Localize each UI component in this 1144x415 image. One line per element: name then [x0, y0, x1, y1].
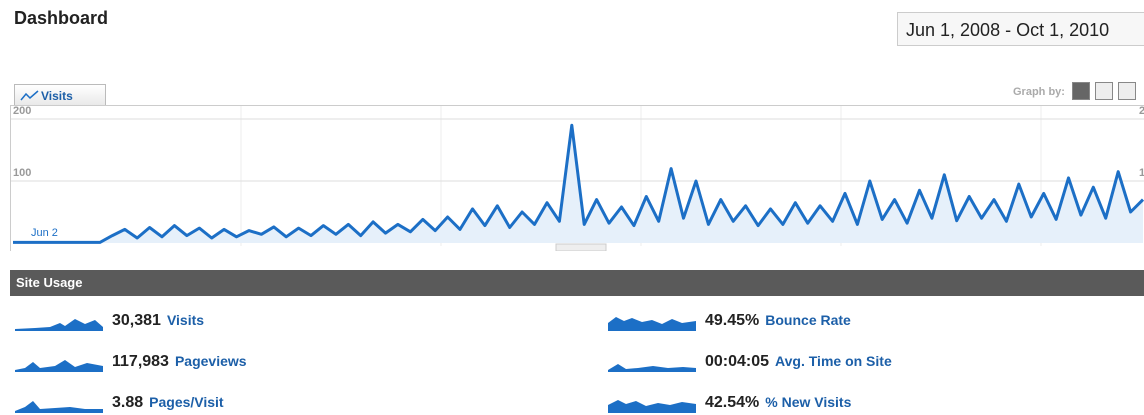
metric: 3.88 Pages/Visit [112, 394, 224, 412]
line [13, 123, 1144, 244]
sparkline [608, 364, 696, 372]
date-range-picker[interactable]: Jun 1, 2008 - Oct 1, 2010 [897, 12, 1144, 46]
y-tick-label-right: 100 [1139, 167, 1144, 179]
sparkline-shape [608, 364, 696, 372]
metric-label[interactable]: Avg. Time on Site [775, 353, 892, 369]
metric-value: 42.54% [705, 394, 760, 411]
metric-label[interactable]: Pageviews [174, 353, 247, 369]
metric: 49.45% Bounce Rate [705, 312, 851, 330]
sparkline [15, 319, 103, 331]
metric-value: 49.45% [705, 312, 760, 329]
y-tick-label: 100 [13, 167, 31, 179]
sparkline-shape [608, 400, 696, 413]
sparkline [15, 360, 103, 372]
collapse-handle [555, 243, 607, 252]
sparkline-shape [15, 401, 103, 413]
metric-label[interactable]: Visits [166, 312, 205, 328]
metric-tab[interactable]: Visits [14, 84, 106, 106]
y-tick-label-right: 200 [1139, 106, 1144, 117]
metric-label[interactable]: % New Visits [765, 394, 852, 410]
metric: 00:04:05 Avg. Time on Site [705, 353, 892, 371]
metric: 117,983 Pageviews [112, 353, 247, 371]
page-title: Dashboard [14, 8, 109, 28]
metric-label[interactable]: Pages/Visit [149, 394, 224, 410]
chart-area: 100 100 200 200 Jun 2 [10, 105, 1144, 252]
sparkline [608, 317, 696, 331]
visits-chart: 100 100 200 200 Jun 2 [11, 105, 1144, 252]
metric-label[interactable]: Bounce Rate [765, 312, 851, 328]
sparkline-shape [608, 317, 696, 331]
metric-value: 117,983 [112, 353, 169, 370]
tab-icon [20, 90, 39, 101]
metric-value: 3.88 [112, 394, 144, 411]
graph-by-week[interactable] [1095, 82, 1113, 100]
sparkline [608, 400, 696, 413]
metric: 30,381 Visits [112, 312, 204, 330]
y-tick-label: 200 [13, 106, 31, 117]
sparkline-shape [15, 319, 103, 331]
site-usage-header: Site Usage [10, 270, 1144, 296]
graph-by-label: Graph by: [1013, 86, 1065, 98]
sparkline-shape [15, 360, 103, 372]
graph-by-month[interactable] [1118, 82, 1136, 100]
metric: 42.54% % New Visits [705, 394, 851, 412]
graph-by-day[interactable] [1072, 82, 1090, 100]
x-tick-label: Jun 2 [31, 227, 58, 239]
sparkline [15, 401, 103, 413]
metric-value: 00:04:05 [705, 353, 770, 370]
metric-value: 30,381 [112, 312, 161, 329]
